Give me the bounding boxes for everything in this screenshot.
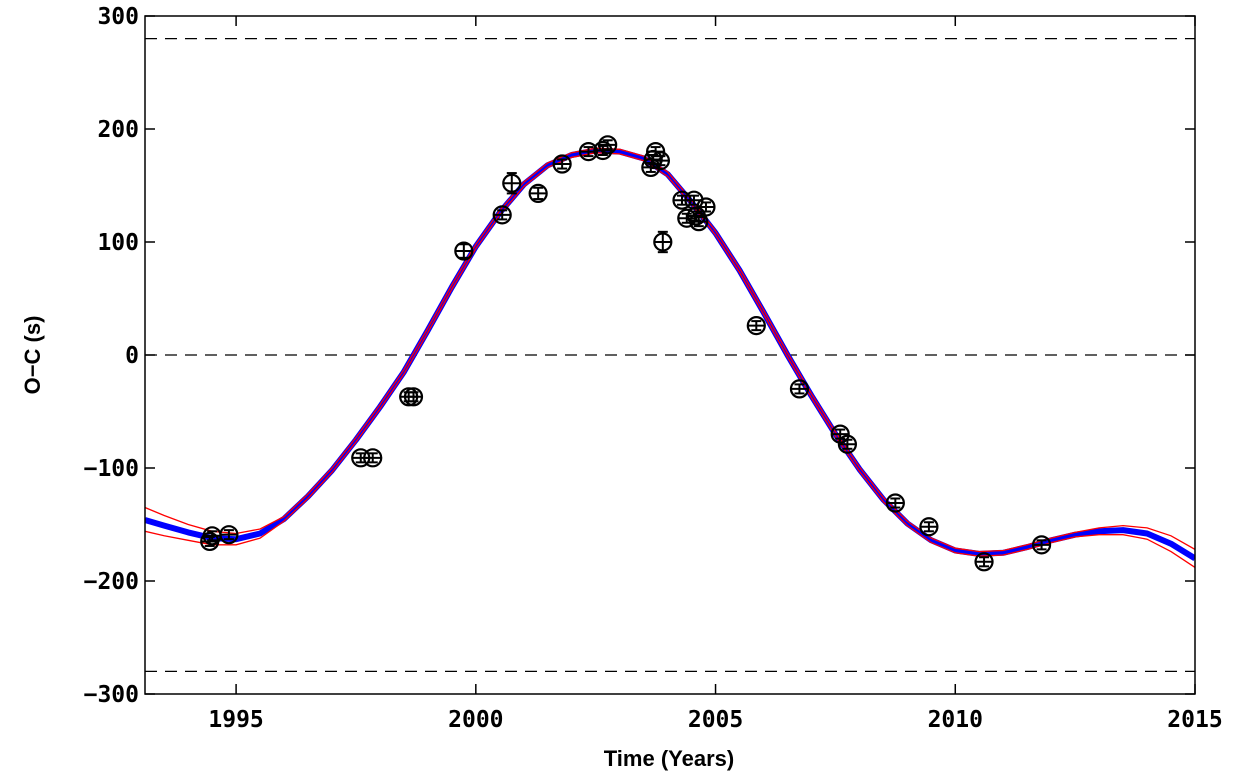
point-marker [492,205,512,225]
observation-point [837,434,857,454]
point-marker [696,197,716,217]
point-marker [885,493,905,513]
observation-point [885,493,905,513]
observation-point [219,525,239,545]
point-marker [598,135,618,155]
observation-point [746,316,766,336]
point-marker [363,448,383,468]
observation-point [789,379,810,399]
model-curves [145,147,1195,568]
point-marker [837,434,857,454]
observation-point [830,424,850,444]
x-tick-label: 2000 [448,707,503,733]
observation-point [919,517,939,537]
y-tick-label: 200 [97,117,139,143]
y-tick-label: 100 [97,230,139,256]
y-tick-label: −300 [84,682,139,708]
point-marker [653,232,673,252]
point-marker [454,241,474,261]
point-marker [919,517,939,537]
y-tick-label: −100 [84,456,139,482]
point-marker [219,525,239,545]
observation-point [492,205,512,225]
observation-point [696,197,716,217]
observation-point [1031,535,1052,555]
x-tick-label: 2015 [1167,707,1222,733]
y-tick-label: 300 [97,4,139,30]
observation-point [403,387,424,407]
observation-point [598,135,618,155]
y-tick-label: 0 [125,343,139,369]
point-marker [650,151,671,171]
observations [200,135,1052,572]
observation-point [578,142,599,162]
point-marker [403,387,424,407]
observation-point [653,230,673,254]
x-tick-label: 1995 [208,707,263,733]
y-axis-title: O−C (s) [20,316,45,395]
point-marker [789,379,810,399]
y-tick-label: −200 [84,569,139,595]
x-tick-label: 2005 [688,707,743,733]
axis-ticks: 1995 2000 2005 2010 2015 −300 −200 −100 0 100 200 3… [84,4,1223,733]
observation-point [650,151,671,171]
point-marker [974,552,994,572]
point-marker [677,208,697,228]
point-marker [1031,535,1052,555]
envelope-upper-curve [145,147,1195,553]
point-marker [552,154,572,174]
observation-point [502,172,522,195]
point-marker [593,140,613,161]
x-tick-label: 2010 [928,707,983,733]
point-marker [746,316,766,336]
point-marker [528,183,548,204]
observation-point [454,241,474,261]
observation-point [528,183,548,204]
observation-point [974,552,994,572]
x-axis-title: Time (Years) [604,746,734,771]
point-marker [830,424,850,444]
point-marker [578,142,599,162]
reference-lines [145,37,1195,673]
observation-point [552,154,572,174]
observation-point [363,448,383,468]
observation-point [689,212,709,232]
point-marker [502,173,522,193]
envelope-lower-curve [145,152,1195,568]
model-curve [145,147,1195,561]
